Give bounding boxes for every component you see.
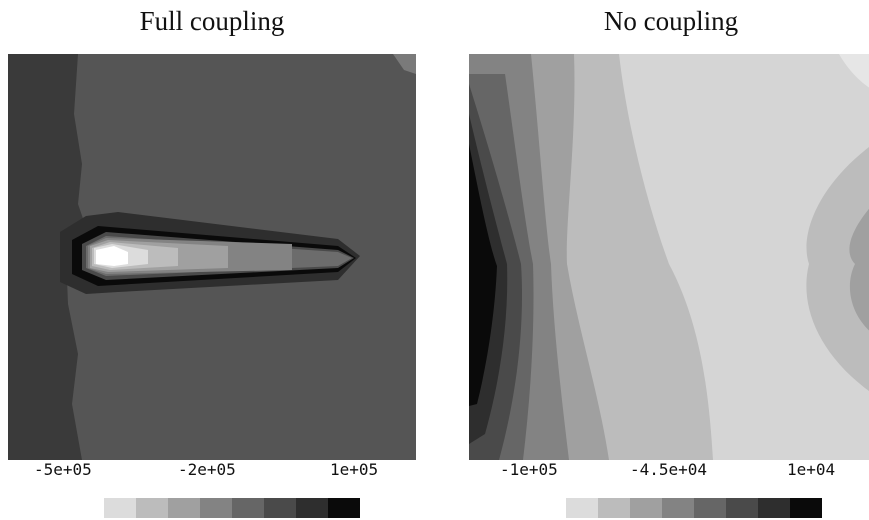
colorbar-tick-label: -1e+05 [500,460,558,479]
panel-title-full-coupling: Full coupling [139,6,285,36]
corner-patch [839,54,869,88]
contour-map-no-coupling [469,54,869,460]
contour-plot-no-coupling [469,54,869,460]
colorbar-full-coupling [104,498,360,518]
colorbar-swatch [136,498,168,518]
colorbar-swatch [328,498,360,518]
colorbar-swatch [168,498,200,518]
colorbar-swatch [790,498,822,518]
colorbar-swatch [296,498,328,518]
corner-patch [393,54,416,74]
left-edge-band [8,54,90,460]
colorbar-swatch [232,498,264,518]
colorbar-tick-label: -5e+05 [34,460,92,479]
right-edge-band-inner [849,208,869,331]
colorbar-swatch [598,498,630,518]
colorbar-tick-label: 1e+04 [787,460,836,479]
colorbar-tick-label: -2e+05 [178,460,236,479]
colorbar-swatch [662,498,694,518]
colorbar-swatch [694,498,726,518]
colorbar-tick-label: -4.5e+04 [630,460,708,479]
colorbar-no-coupling [566,498,822,518]
colorbar-tick-label: 1e+05 [330,460,379,479]
band-level-8 [469,144,497,406]
colorbar-swatch [630,498,662,518]
colorbar-swatch [264,498,296,518]
colorbar-swatch [200,498,232,518]
colorbar-swatch [758,498,790,518]
panel-title-no-coupling: No coupling [603,6,739,36]
colorbar-swatch [726,498,758,518]
colorbar-swatch [566,498,598,518]
right-edge-band [806,147,869,391]
contour-map-full-coupling [8,54,416,460]
crack-tip-peak [96,246,128,266]
contour-plot-full-coupling [8,54,416,460]
colorbar-swatch [104,498,136,518]
